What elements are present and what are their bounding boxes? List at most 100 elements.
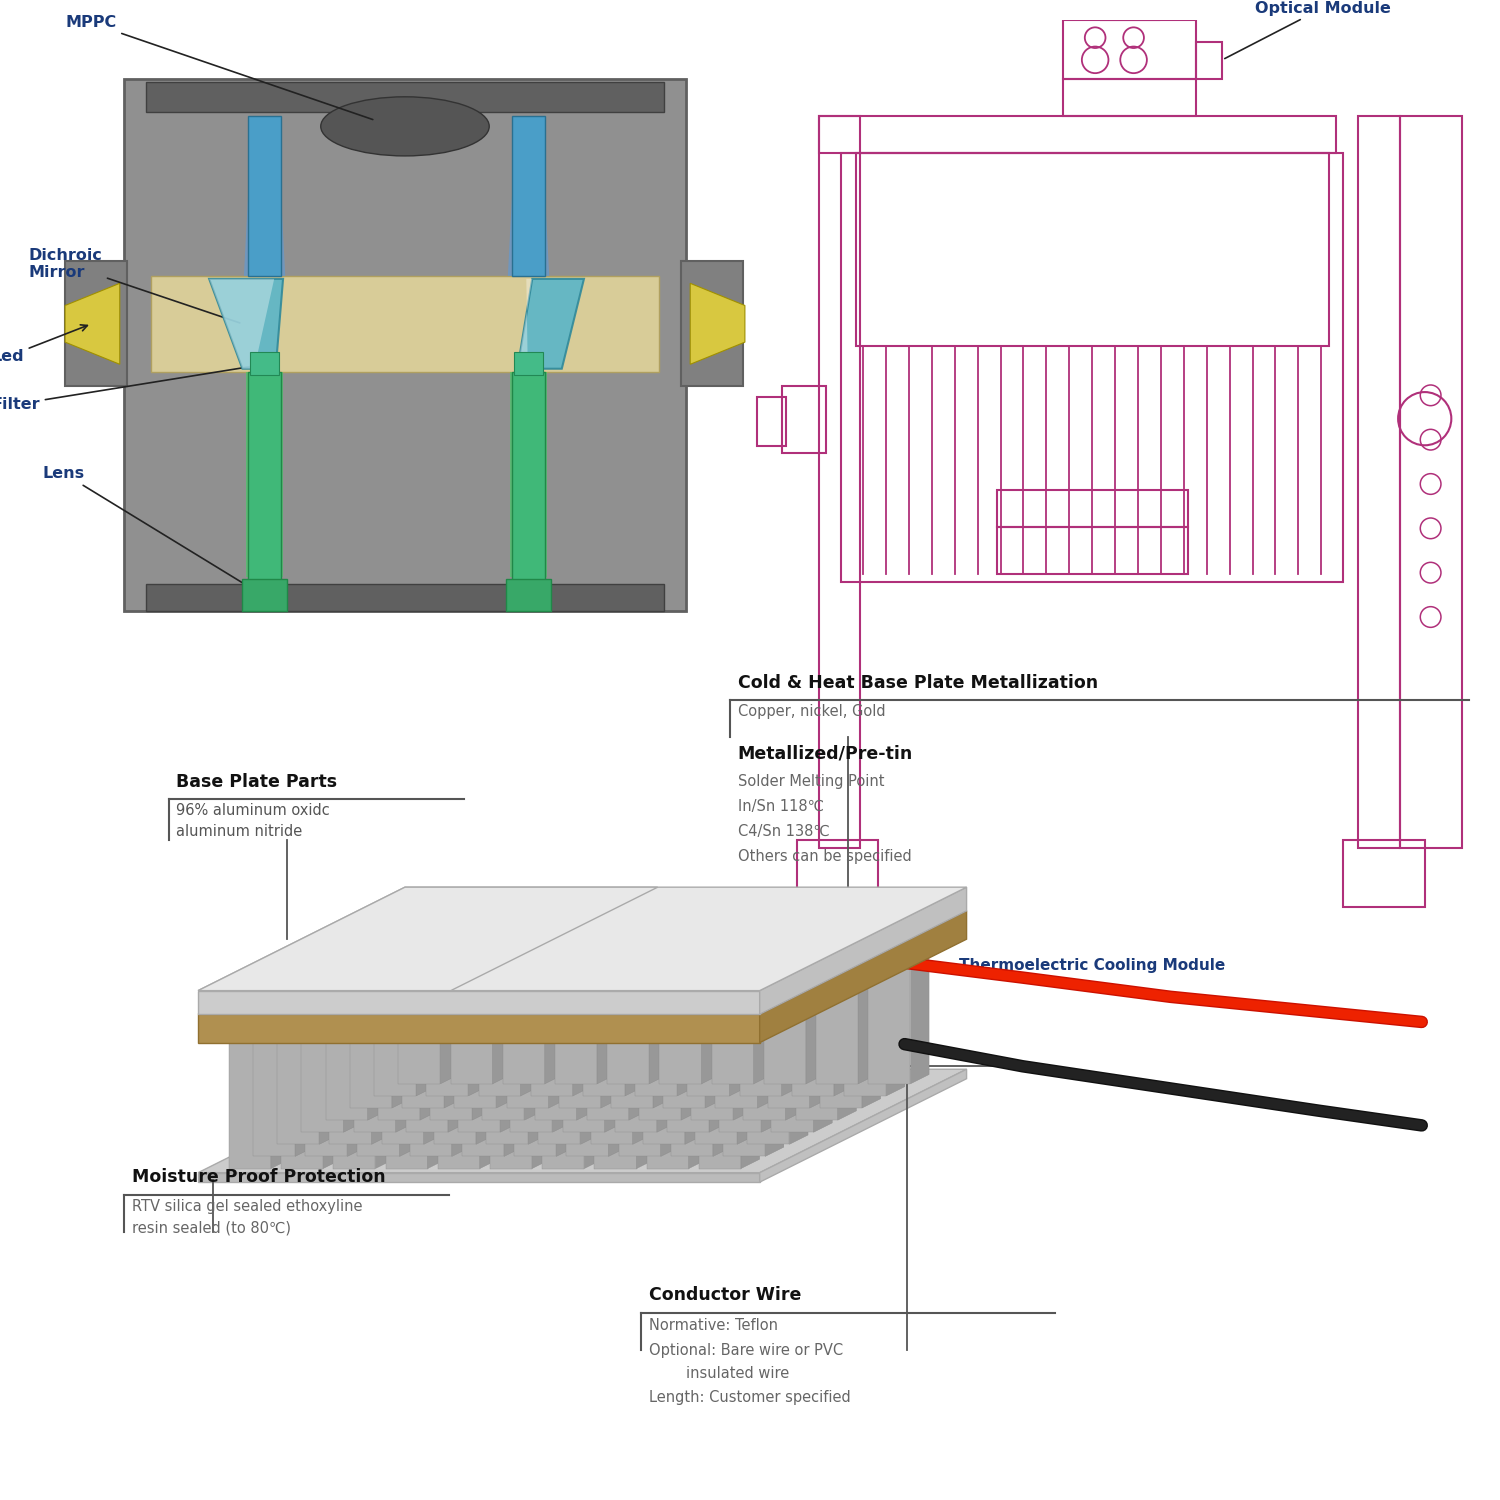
Text: In/Sn 118℃: In/Sn 118℃ — [738, 800, 824, 814]
Polygon shape — [230, 1029, 290, 1038]
Polygon shape — [747, 1014, 789, 1144]
Polygon shape — [507, 978, 549, 1108]
Text: Normative: Teflon: Normative: Teflon — [650, 1317, 778, 1332]
Polygon shape — [762, 993, 780, 1132]
Polygon shape — [699, 1029, 759, 1038]
Polygon shape — [868, 945, 928, 954]
Polygon shape — [555, 954, 597, 1084]
Polygon shape — [688, 1029, 708, 1168]
Polygon shape — [542, 1038, 585, 1168]
Polygon shape — [500, 993, 519, 1132]
Polygon shape — [694, 1005, 756, 1014]
Polygon shape — [476, 1005, 495, 1144]
Polygon shape — [716, 978, 758, 1108]
Polygon shape — [576, 981, 596, 1120]
Polygon shape — [670, 1026, 712, 1156]
Polygon shape — [372, 1005, 390, 1144]
Polygon shape — [834, 957, 852, 1096]
Polygon shape — [198, 910, 966, 1014]
Polygon shape — [567, 1026, 609, 1156]
Polygon shape — [555, 945, 615, 954]
Polygon shape — [478, 966, 520, 1096]
Polygon shape — [306, 1026, 348, 1156]
Polygon shape — [322, 1029, 342, 1168]
FancyBboxPatch shape — [147, 82, 663, 111]
Polygon shape — [326, 981, 387, 990]
Polygon shape — [639, 990, 681, 1120]
Polygon shape — [450, 945, 512, 954]
Polygon shape — [392, 969, 411, 1108]
Polygon shape — [433, 1005, 495, 1014]
Polygon shape — [306, 1017, 366, 1026]
Text: Metallized/Pre-tin: Metallized/Pre-tin — [738, 744, 914, 762]
Text: Solder Melting Point: Solder Melting Point — [738, 774, 884, 789]
Polygon shape — [609, 1017, 627, 1156]
FancyBboxPatch shape — [507, 579, 550, 610]
Polygon shape — [296, 1017, 314, 1156]
Polygon shape — [430, 990, 472, 1120]
Text: Thermoelectric Cooling Module: Thermoelectric Cooling Module — [958, 958, 1226, 974]
Polygon shape — [503, 954, 544, 1084]
Polygon shape — [626, 957, 644, 1096]
Polygon shape — [663, 969, 724, 978]
Polygon shape — [514, 1026, 556, 1156]
Polygon shape — [699, 1038, 741, 1168]
Polygon shape — [472, 981, 490, 1120]
Polygon shape — [821, 969, 880, 978]
Polygon shape — [468, 957, 488, 1096]
Polygon shape — [644, 1005, 704, 1014]
Polygon shape — [348, 1017, 366, 1156]
Polygon shape — [441, 945, 459, 1084]
Polygon shape — [786, 981, 804, 1120]
Polygon shape — [302, 1002, 344, 1132]
Polygon shape — [754, 945, 772, 1084]
Polygon shape — [764, 954, 806, 1084]
Polygon shape — [723, 1017, 784, 1026]
Polygon shape — [402, 978, 444, 1108]
Polygon shape — [330, 1005, 390, 1014]
Polygon shape — [646, 1038, 688, 1168]
Polygon shape — [507, 969, 567, 978]
Polygon shape — [597, 945, 615, 1084]
Polygon shape — [509, 116, 549, 276]
Polygon shape — [634, 966, 678, 1096]
Polygon shape — [740, 966, 782, 1096]
Polygon shape — [810, 969, 828, 1108]
Polygon shape — [416, 957, 435, 1096]
Polygon shape — [816, 954, 858, 1084]
Polygon shape — [350, 969, 411, 978]
Text: Optional: Bare wire or PVC: Optional: Bare wire or PVC — [650, 1342, 843, 1358]
Polygon shape — [668, 993, 728, 1002]
Polygon shape — [492, 945, 512, 1084]
Polygon shape — [399, 1017, 418, 1156]
Polygon shape — [668, 1002, 710, 1132]
Polygon shape — [771, 1002, 813, 1132]
Polygon shape — [657, 993, 675, 1132]
Polygon shape — [816, 945, 878, 954]
Polygon shape — [729, 957, 748, 1096]
Polygon shape — [702, 945, 720, 1084]
Polygon shape — [710, 993, 728, 1132]
Polygon shape — [795, 981, 856, 990]
Polygon shape — [381, 1005, 442, 1014]
Polygon shape — [782, 957, 801, 1096]
Polygon shape — [594, 1038, 636, 1168]
Polygon shape — [560, 978, 602, 1108]
Polygon shape — [886, 957, 904, 1096]
Polygon shape — [510, 372, 548, 578]
Polygon shape — [678, 957, 696, 1096]
Polygon shape — [510, 1002, 552, 1132]
Polygon shape — [538, 1014, 580, 1144]
Text: Dichroic
Mirror: Dichroic Mirror — [28, 248, 240, 322]
Polygon shape — [333, 1029, 394, 1038]
Polygon shape — [368, 981, 387, 1120]
Polygon shape — [711, 954, 754, 1084]
Polygon shape — [594, 1029, 656, 1038]
Polygon shape — [420, 981, 438, 1120]
Polygon shape — [244, 116, 285, 276]
Text: MPPC: MPPC — [64, 15, 374, 120]
Polygon shape — [246, 372, 284, 578]
Polygon shape — [615, 1002, 657, 1132]
Polygon shape — [280, 1029, 342, 1038]
Polygon shape — [326, 990, 368, 1120]
